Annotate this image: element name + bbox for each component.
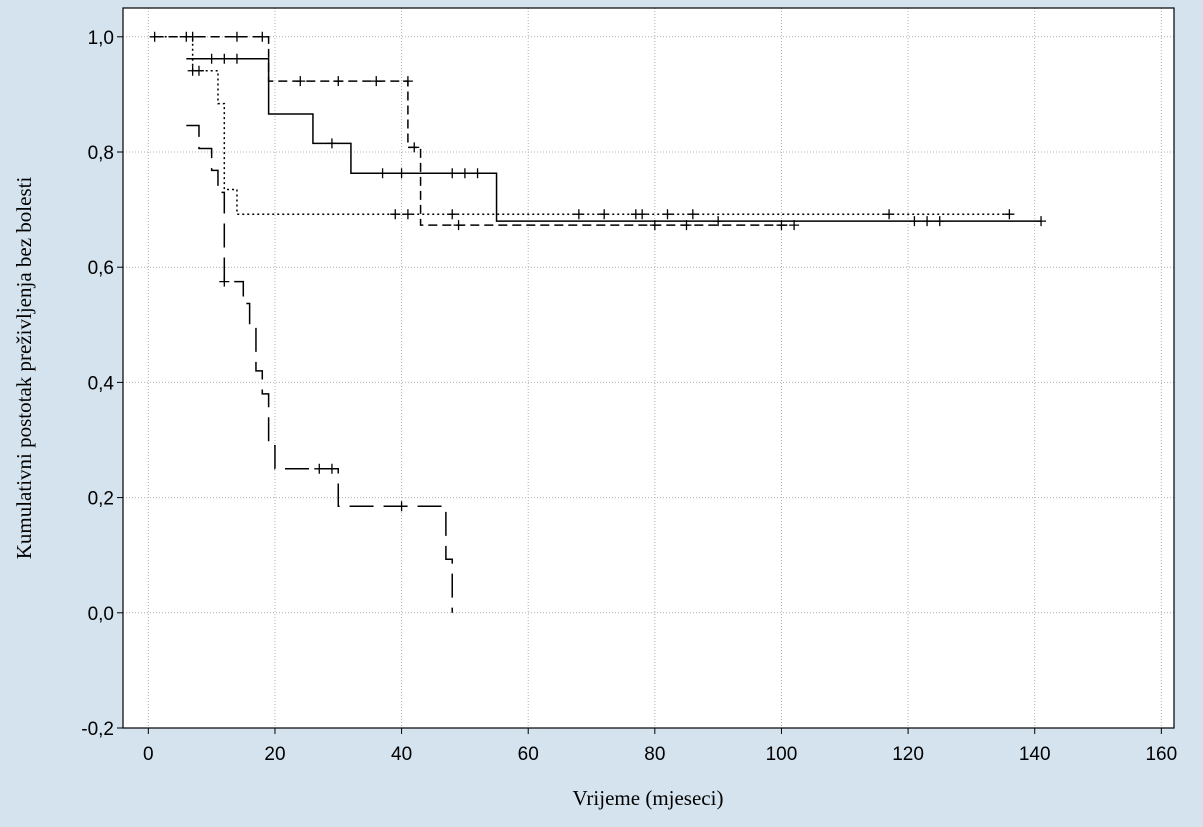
y-axis-title: Kumulativni postotak preživljenja bez bo… <box>12 177 36 560</box>
x-tick-label: 40 <box>391 744 412 765</box>
grid-lines <box>123 8 1174 729</box>
censored-marker <box>1004 209 1015 220</box>
censored-marker <box>776 220 787 231</box>
censored-marker <box>453 220 464 231</box>
censored-marker <box>377 168 388 179</box>
y-axis-ticks: -0,2 0,0 0,2 0,4 0,6 0,8 1,0 <box>81 28 123 740</box>
censored-marker <box>713 216 724 227</box>
x-tick-label: 80 <box>644 744 665 765</box>
censored-marker <box>219 276 230 287</box>
series-line <box>186 124 453 613</box>
censored-marker <box>402 209 413 220</box>
censored-marker <box>1036 216 1047 227</box>
censored-marker <box>884 209 895 220</box>
x-axis-title: Vrijeme (mjeseci) <box>573 786 724 810</box>
censored-marker <box>409 142 420 153</box>
censored-marker <box>206 53 217 64</box>
censored-marker <box>326 138 337 149</box>
series-layer <box>149 31 1047 613</box>
plot-frame <box>122 7 1175 729</box>
censored-marker <box>649 220 660 231</box>
censored-marker <box>333 76 344 87</box>
x-tick-label: 20 <box>264 744 285 765</box>
y-tick-label: 0,2 <box>88 489 114 510</box>
y-tick-label: 0,6 <box>88 258 114 279</box>
censored-marker <box>149 31 160 42</box>
censored-marker <box>681 220 692 231</box>
series-1-solid <box>186 53 1047 227</box>
series-3-dotted <box>149 31 1015 220</box>
series-line <box>186 57 1042 222</box>
y-tick-label: 1,0 <box>88 28 114 49</box>
censored-marker <box>231 31 242 42</box>
plot-area <box>123 8 1174 728</box>
series-line <box>154 36 1010 215</box>
censored-marker <box>789 220 800 231</box>
censored-marker <box>314 463 325 474</box>
censored-marker <box>922 216 933 227</box>
x-tick-label: 140 <box>1019 744 1051 765</box>
censored-marker <box>637 209 648 220</box>
censored-marker <box>472 168 483 179</box>
censored-marker <box>193 65 204 76</box>
censored-marker <box>181 31 192 42</box>
censored-marker <box>257 31 268 42</box>
censored-marker <box>326 463 337 474</box>
censored-marker <box>447 209 458 220</box>
y-tick-label: 0,4 <box>88 373 115 394</box>
censored-marker <box>599 209 610 220</box>
y-tick-label: 0,0 <box>88 604 114 625</box>
censored-marker <box>687 209 698 220</box>
censored-marker <box>447 168 458 179</box>
censored-marker <box>396 501 407 512</box>
series-2-dashed <box>154 31 800 231</box>
censored-marker <box>459 168 470 179</box>
censored-marker <box>295 76 306 87</box>
censored-marker <box>219 53 230 64</box>
censored-marker <box>396 168 407 179</box>
censored-marker <box>934 216 945 227</box>
censored-marker <box>371 76 382 87</box>
y-tick-label: -0,2 <box>81 719 114 740</box>
x-tick-label: 60 <box>518 744 539 765</box>
censored-marker <box>573 209 584 220</box>
censored-marker <box>402 76 413 87</box>
censored-marker <box>390 209 401 220</box>
censored-marker <box>909 216 920 227</box>
censored-marker <box>231 53 242 64</box>
x-tick-label: 0 <box>143 744 154 765</box>
x-tick-label: 160 <box>1145 744 1177 765</box>
y-tick-label: 0,8 <box>88 143 114 164</box>
x-tick-label: 100 <box>766 744 798 765</box>
x-tick-label: 120 <box>892 744 924 765</box>
series-4-long-dashed <box>186 124 453 613</box>
censored-marker <box>662 209 673 220</box>
x-axis-ticks: 0 20 40 60 80 100 120 140 160 <box>143 728 1177 765</box>
